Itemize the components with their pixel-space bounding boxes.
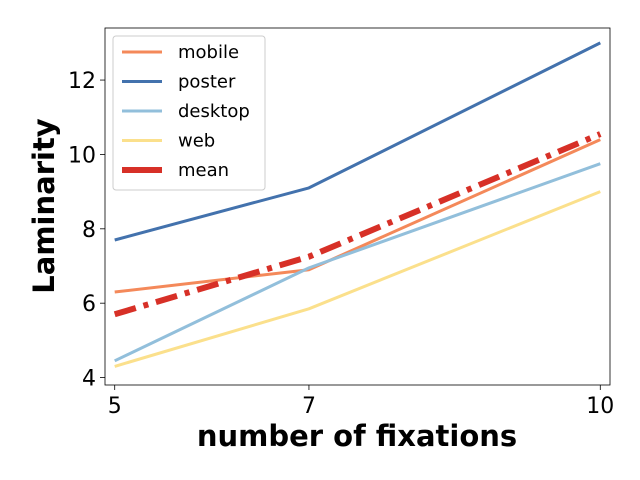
legend-box — [112, 35, 266, 191]
y-axis-label: Laminarity — [27, 118, 61, 294]
series-line-mobile — [114, 138, 601, 294]
legend: mobile poster desktop web mean — [112, 35, 266, 191]
y-tick-label: 6 — [82, 292, 96, 317]
series-line-web — [114, 190, 601, 368]
y-tick-label: 10 — [68, 143, 96, 168]
legend-label-mobile: mobile — [178, 42, 239, 63]
legend-label-mean: mean — [178, 160, 229, 181]
ticks-layer: 5 7 10 4 6 8 10 12 — [68, 69, 614, 419]
plot-frame — [104, 27, 611, 386]
y-tick-label: 4 — [82, 367, 96, 392]
series-layer — [113, 41, 602, 368]
legend-label-web: web — [178, 131, 215, 152]
series-line-desktop — [114, 162, 601, 363]
series-line-mean — [113, 131, 602, 318]
y-tick-label: 8 — [82, 218, 96, 243]
legend-items: mobile poster desktop web mean — [122, 42, 250, 181]
x-tick-label: 5 — [108, 394, 122, 419]
x-tick-label: 7 — [302, 394, 316, 419]
legend-label-desktop: desktop — [178, 101, 250, 122]
x-axis-label: number of fixations — [197, 419, 517, 453]
x-tick-label: 10 — [586, 394, 614, 419]
series-line-poster — [114, 41, 601, 242]
y-tick-label: 12 — [68, 69, 96, 94]
legend-label-poster: poster — [178, 72, 236, 93]
